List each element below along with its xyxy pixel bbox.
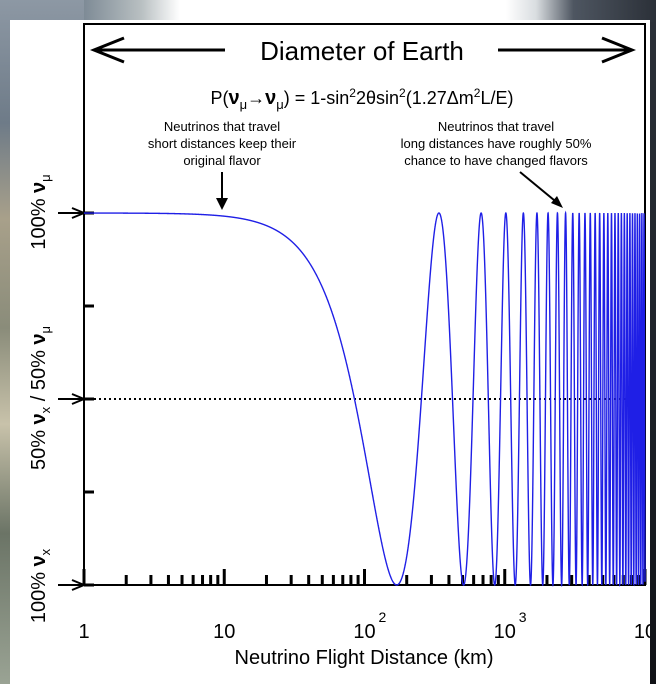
- annotation-long-distance: Neutrinos that travel long distances hav…: [401, 119, 592, 208]
- chart-title: Diameter of Earth: [260, 36, 464, 66]
- annotation-short-line-3: original flavor: [183, 153, 261, 168]
- y-label-100-nux: 100% νx: [28, 548, 53, 623]
- y-label-part: / 50%: [28, 345, 50, 407]
- reference-line-layer: [58, 207, 645, 591]
- oscillation-formula: P(νμ→νμ) = 1-sin22θsin2(1.27Δm2L/E): [211, 86, 514, 112]
- annotation-short-arrowhead: [216, 198, 228, 210]
- x-tick-label: 10: [494, 621, 516, 643]
- chart-figure: Diameter of Earth P(νμ→νμ) = 1-sin22θsin…: [10, 20, 650, 684]
- background-photo-top-left: [84, 0, 180, 20]
- annotation-short-distance: Neutrinos that travel short distances ke…: [148, 119, 297, 210]
- x-tick-label: 10: [634, 621, 650, 643]
- arrowhead-left: [89, 36, 125, 64]
- annotation-short-line-1: Neutrinos that travel: [164, 119, 280, 134]
- annotation-long-line-2: long distances have roughly 50%: [401, 136, 592, 151]
- y-label-part: x: [38, 548, 53, 555]
- annotation-long-pointer: [519, 171, 561, 206]
- annotation-short-line-2: short distances keep their: [148, 136, 297, 151]
- y-label-50-50: 50% νx / 50% νμ: [28, 326, 53, 470]
- x-tick-exponent: 3: [519, 609, 527, 625]
- x-tick-label: 1: [78, 621, 89, 643]
- survival-probability-curve: [84, 210, 646, 588]
- earth-diameter-arrow: Diameter of Earth: [89, 36, 637, 66]
- y-label-part: 50%: [28, 424, 50, 470]
- annotation-long-arrowhead: [551, 196, 563, 208]
- oscillation-chart: Diameter of Earth P(νμ→νμ) = 1-sin22θsin…: [28, 23, 650, 669]
- x-tick-label: 10: [213, 621, 235, 643]
- y-label-part: 100%: [28, 193, 50, 250]
- y-pointer-arrowhead: [71, 393, 87, 405]
- annotation-long-line-3: chance to have changed flavors: [404, 153, 588, 168]
- y-label-part: ν: [28, 413, 50, 424]
- y-label-part: 100%: [28, 566, 50, 623]
- annotation-long-line-1: Neutrinos that travel: [438, 119, 554, 134]
- y-label-part: μ: [38, 174, 53, 182]
- y-pointer-arrowhead: [71, 579, 87, 591]
- y-label-part: ν: [28, 182, 50, 193]
- y-label-part: x: [38, 406, 53, 413]
- y-label-part: ν: [28, 333, 50, 344]
- x-tick-labels: 110102103104: [78, 609, 650, 643]
- background-photo-right: [648, 22, 656, 684]
- x-tick-exponent: 2: [379, 609, 387, 625]
- curve-layer: [84, 210, 646, 588]
- y-label-part: ν: [28, 555, 50, 566]
- background-photo-top-right: [506, 0, 656, 22]
- y-label-part: μ: [38, 326, 53, 334]
- arrowhead-right: [601, 36, 637, 64]
- x-tick-label: 10: [353, 621, 375, 643]
- y-label-100-numu: 100% νμ: [28, 174, 53, 249]
- x-axis-label: Neutrino Flight Distance (km): [235, 647, 494, 669]
